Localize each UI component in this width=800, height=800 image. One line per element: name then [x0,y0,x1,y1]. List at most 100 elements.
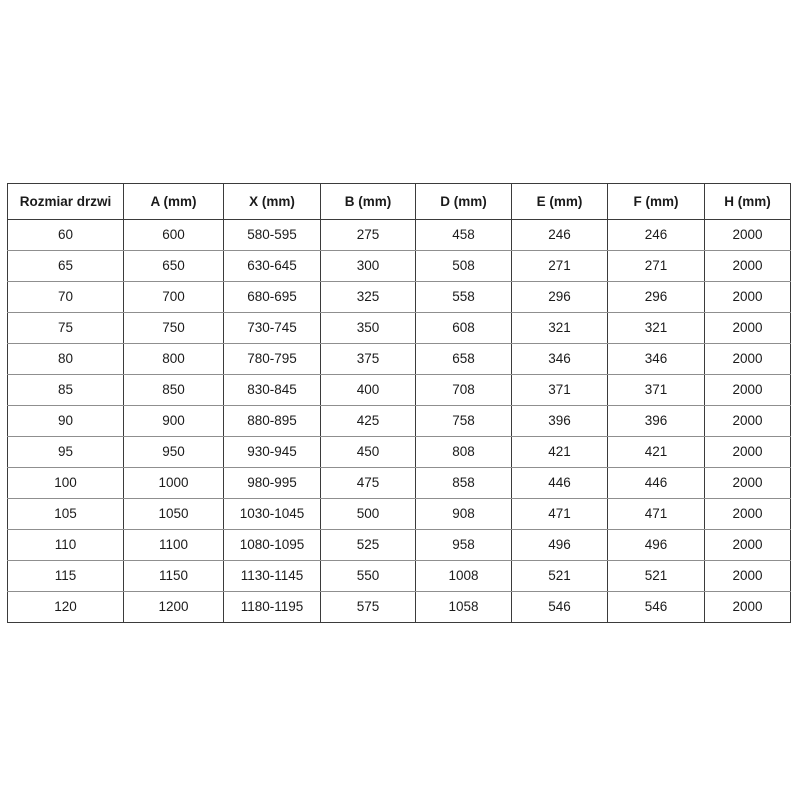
cell-door-size: 85 [7,374,124,406]
cell-door-size: 95 [7,436,124,468]
cell-value: 271 [607,250,705,282]
cell-value: 830-845 [223,374,321,406]
cell-value: 546 [511,591,608,623]
cell-value: 300 [320,250,416,282]
cell-value: 1058 [415,591,512,623]
cell-value: 2000 [704,529,791,561]
cell-value: 546 [607,591,705,623]
cell-door-size: 110 [7,529,124,561]
cell-value: 958 [415,529,512,561]
column-header-d: D (mm) [415,183,512,220]
cell-value: 425 [320,405,416,437]
specification-table-container: Rozmiar drzwi A (mm) X (mm) B (mm) D (mm… [7,183,791,623]
cell-value: 475 [320,467,416,499]
cell-value: 471 [511,498,608,530]
cell-value: 446 [511,467,608,499]
cell-value: 758 [415,405,512,437]
cell-value: 908 [415,498,512,530]
cell-value: 458 [415,219,512,251]
table-row: 85 850 830-845 400 708 371 371 2000 [7,374,791,406]
column-header-h: H (mm) [704,183,791,220]
cell-value: 500 [320,498,416,530]
cell-value: 296 [607,281,705,313]
cell-value: 580-595 [223,219,321,251]
cell-value: 680-695 [223,281,321,313]
cell-value: 450 [320,436,416,468]
cell-value: 421 [607,436,705,468]
cell-value: 1050 [123,498,224,530]
cell-value: 400 [320,374,416,406]
cell-value: 321 [511,312,608,344]
cell-value: 1100 [123,529,224,561]
cell-value: 2000 [704,436,791,468]
cell-value: 658 [415,343,512,375]
cell-value: 325 [320,281,416,313]
cell-value: 246 [511,219,608,251]
cell-value: 850 [123,374,224,406]
cell-value: 2000 [704,498,791,530]
cell-value: 275 [320,219,416,251]
cell-value: 346 [607,343,705,375]
cell-value: 2000 [704,467,791,499]
cell-value: 421 [511,436,608,468]
cell-door-size: 115 [7,560,124,592]
cell-value: 1080-1095 [223,529,321,561]
column-header-a: A (mm) [123,183,224,220]
table-row: 120 1200 1180-1195 575 1058 546 546 2000 [7,591,791,623]
cell-value: 521 [511,560,608,592]
cell-value: 1180-1195 [223,591,321,623]
cell-value: 930-945 [223,436,321,468]
table-row: 70 700 680-695 325 558 296 296 2000 [7,281,791,313]
cell-value: 600 [123,219,224,251]
cell-value: 1030-1045 [223,498,321,530]
cell-value: 521 [607,560,705,592]
table-row: 80 800 780-795 375 658 346 346 2000 [7,343,791,375]
cell-value: 1200 [123,591,224,623]
column-header-x: X (mm) [223,183,321,220]
cell-value: 496 [511,529,608,561]
cell-value: 1150 [123,560,224,592]
table-row: 110 1100 1080-1095 525 958 496 496 2000 [7,529,791,561]
cell-value: 246 [607,219,705,251]
cell-value: 2000 [704,219,791,251]
cell-value: 550 [320,560,416,592]
cell-door-size: 120 [7,591,124,623]
cell-value: 708 [415,374,512,406]
cell-door-size: 75 [7,312,124,344]
cell-value: 730-745 [223,312,321,344]
cell-value: 496 [607,529,705,561]
cell-value: 858 [415,467,512,499]
cell-value: 575 [320,591,416,623]
cell-value: 471 [607,498,705,530]
cell-value: 396 [511,405,608,437]
table-header-row: Rozmiar drzwi A (mm) X (mm) B (mm) D (mm… [7,183,791,220]
cell-value: 346 [511,343,608,375]
cell-value: 800 [123,343,224,375]
cell-value: 371 [607,374,705,406]
table-body: 60 600 580-595 275 458 246 246 2000 65 650 630-645… [7,219,791,623]
cell-value: 396 [607,405,705,437]
table-row: 95 950 930-945 450 808 421 421 2000 [7,436,791,468]
door-size-specification-table: Rozmiar drzwi A (mm) X (mm) B (mm) D (mm… [7,183,791,623]
cell-value: 608 [415,312,512,344]
table-row: 100 1000 980-995 475 858 446 446 2000 [7,467,791,499]
cell-value: 2000 [704,374,791,406]
cell-value: 2000 [704,312,791,344]
cell-value: 2000 [704,250,791,282]
cell-value: 371 [511,374,608,406]
column-header-f: F (mm) [607,183,705,220]
cell-value: 630-645 [223,250,321,282]
table-row: 105 1050 1030-1045 500 908 471 471 2000 [7,498,791,530]
cell-value: 2000 [704,405,791,437]
cell-value: 980-995 [223,467,321,499]
cell-door-size: 90 [7,405,124,437]
cell-door-size: 80 [7,343,124,375]
cell-value: 650 [123,250,224,282]
cell-value: 780-795 [223,343,321,375]
cell-value: 271 [511,250,608,282]
cell-value: 375 [320,343,416,375]
cell-value: 2000 [704,281,791,313]
cell-value: 1130-1145 [223,560,321,592]
cell-value: 350 [320,312,416,344]
